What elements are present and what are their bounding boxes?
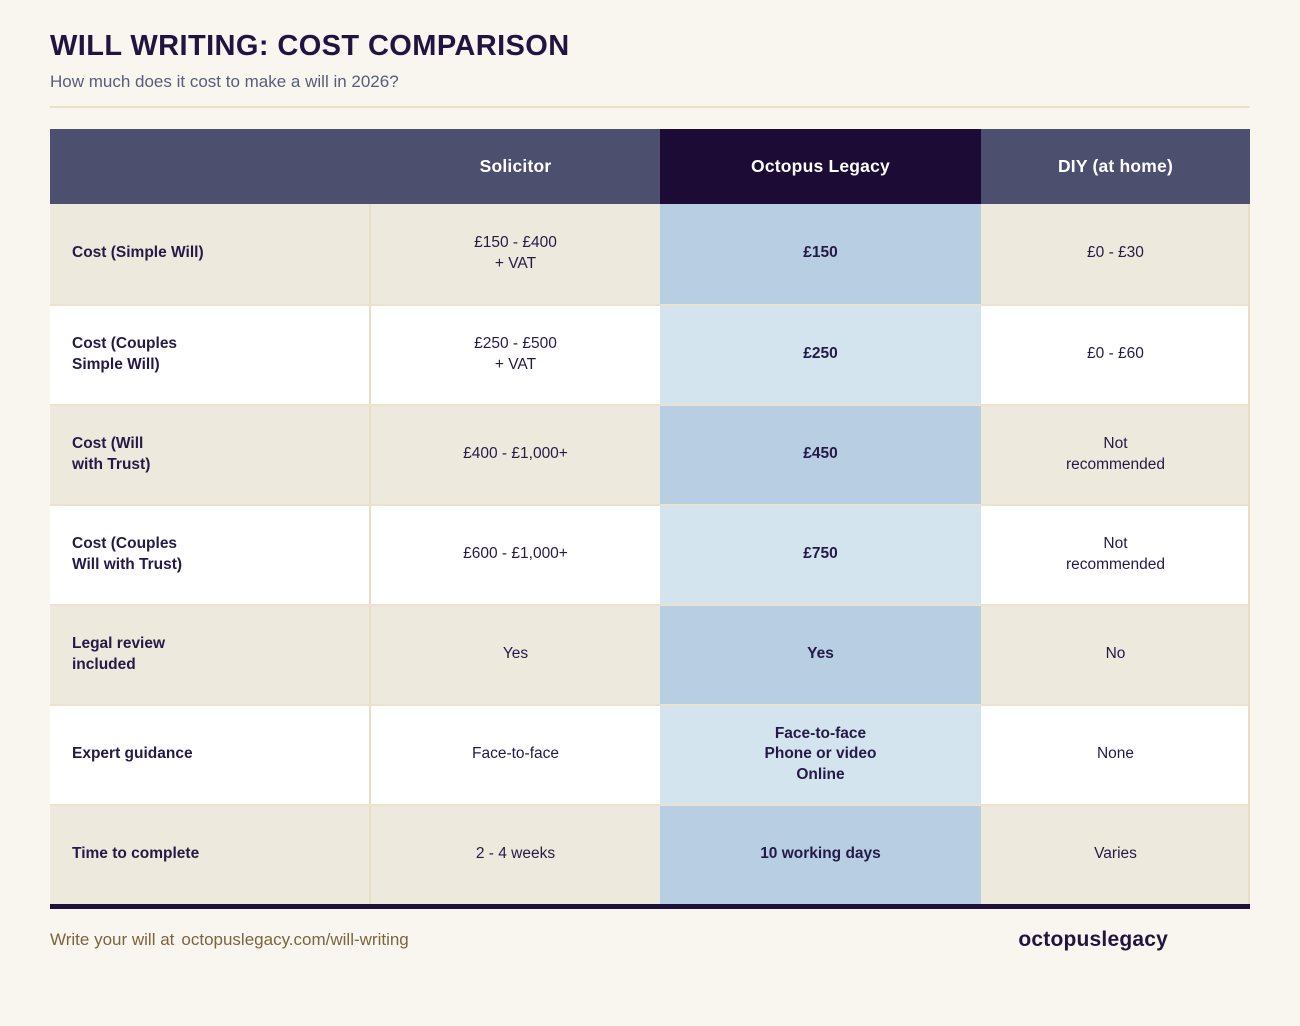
cell-solicitor: Yes (502, 645, 529, 663)
row-label: Cost (Simple Will) (50, 203, 371, 304)
cell-octopus-legacy: £450 (660, 405, 981, 504)
cta-link[interactable]: octopuslegacy.com/will-writing (181, 929, 409, 949)
cell-solicitor: £600 - £1,000+ (463, 545, 568, 563)
row-label: Cost (Couples Simple Will) (50, 305, 371, 404)
header-cell-diy: DIY (at home) (981, 128, 1250, 204)
cell-octopus-legacy: Face-to-face Phone or video Online (660, 705, 981, 804)
page-title: WILL WRITING: COST COMPARISON (50, 30, 570, 62)
footer: Write your will at octopuslegacy.com/will… (50, 928, 1250, 952)
cell-octopus-legacy: £750 (660, 505, 981, 604)
table-row-legal-review: Legal review included Yes Yes No (50, 603, 1250, 704)
table-row-cost-couples-simple-will: Cost (Couples Simple Will) £250 - £500 +… (50, 303, 1250, 404)
table-row-cost-simple-will: Cost (Simple Will) £150 - £400 + VAT £15… (50, 203, 1250, 304)
table-row-cost-will-with-trust: Cost (Will with Trust) £400 - £1,000+ £4… (50, 403, 1250, 504)
cell-octopus-legacy: £150 (660, 203, 981, 304)
table-body: Cost (Simple Will) £150 - £400 + VAT £15… (50, 203, 1250, 904)
cell-solicitor: £250 - £500 + VAT (474, 334, 557, 373)
cell-diy: Varies (1094, 845, 1137, 863)
row-label: Legal review included (50, 605, 371, 704)
cell-octopus-legacy: 10 working days (660, 805, 981, 904)
cell-solicitor: £150 - £400 + VAT (474, 233, 557, 272)
table-row-expert-guidance: Expert guidance Face-to-face Face-to-fac… (50, 703, 1250, 804)
row-label: Expert guidance (50, 705, 371, 804)
row-label: Cost (Will with Trust) (50, 405, 371, 504)
header-cell-octopus-legacy: Octopus Legacy (660, 128, 981, 204)
header-divider (50, 105, 1250, 108)
page-subtitle: How much does it cost to make a will in … (50, 71, 399, 91)
table-bottom-rule (50, 903, 1250, 909)
table-row-time-to-complete: Time to complete 2 - 4 weeks 10 working … (50, 803, 1250, 904)
infographic-page: WILL WRITING: COST COMPARISON How much d… (0, 30, 1300, 952)
cell-diy: Not recommended (1065, 534, 1166, 573)
row-label: Cost (Couples Will with Trust) (50, 505, 371, 604)
cell-solicitor: 2 - 4 weeks (475, 845, 556, 863)
cell-octopus-legacy: £250 (660, 305, 981, 404)
cell-diy: £0 - £60 (1087, 345, 1144, 363)
octopus-legacy-logo: octopuslegacy (1018, 927, 1168, 951)
table-row-cost-couples-will-with-trust: Cost (Couples Will with Trust) £600 - £1… (50, 503, 1250, 604)
header-cell-blank (50, 128, 371, 204)
cell-solicitor: Face-to-face (471, 745, 559, 763)
cell-diy: £0 - £30 (1087, 244, 1144, 262)
cta-text: Write your will at octopuslegacy.com/will… (50, 930, 409, 950)
cell-solicitor: £400 - £1,000+ (463, 445, 568, 463)
comparison-table: Solicitor Octopus Legacy DIY (at home) C… (50, 128, 1250, 909)
cell-diy: No (1105, 645, 1126, 663)
cell-diy: Not recommended (1065, 434, 1166, 473)
header-cell-solicitor: Solicitor (371, 128, 660, 204)
cell-octopus-legacy: Yes (660, 605, 981, 704)
table-header-row: Solicitor Octopus Legacy DIY (at home) (50, 128, 1250, 204)
row-label: Time to complete (50, 805, 371, 904)
cell-diy: None (1096, 745, 1135, 763)
cta-prefix: Write your will at (50, 929, 175, 949)
